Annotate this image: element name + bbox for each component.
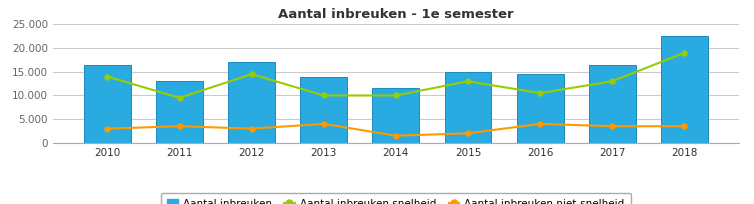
Title: Aantal inbreuken - 1e semester: Aantal inbreuken - 1e semester [278,8,513,21]
Bar [661,36,708,143]
Bar [372,88,419,143]
Bar [84,65,131,143]
Bar [445,72,492,143]
Bar [156,81,203,143]
Legend: Aantal inbreuken, Aantal inbreuken snelheid, Aantal inbreuken niet-snelheid: Aantal inbreuken, Aantal inbreuken snelh… [161,193,631,204]
Bar [228,62,275,143]
Bar [516,74,563,143]
Bar [589,65,636,143]
Bar [300,76,347,143]
